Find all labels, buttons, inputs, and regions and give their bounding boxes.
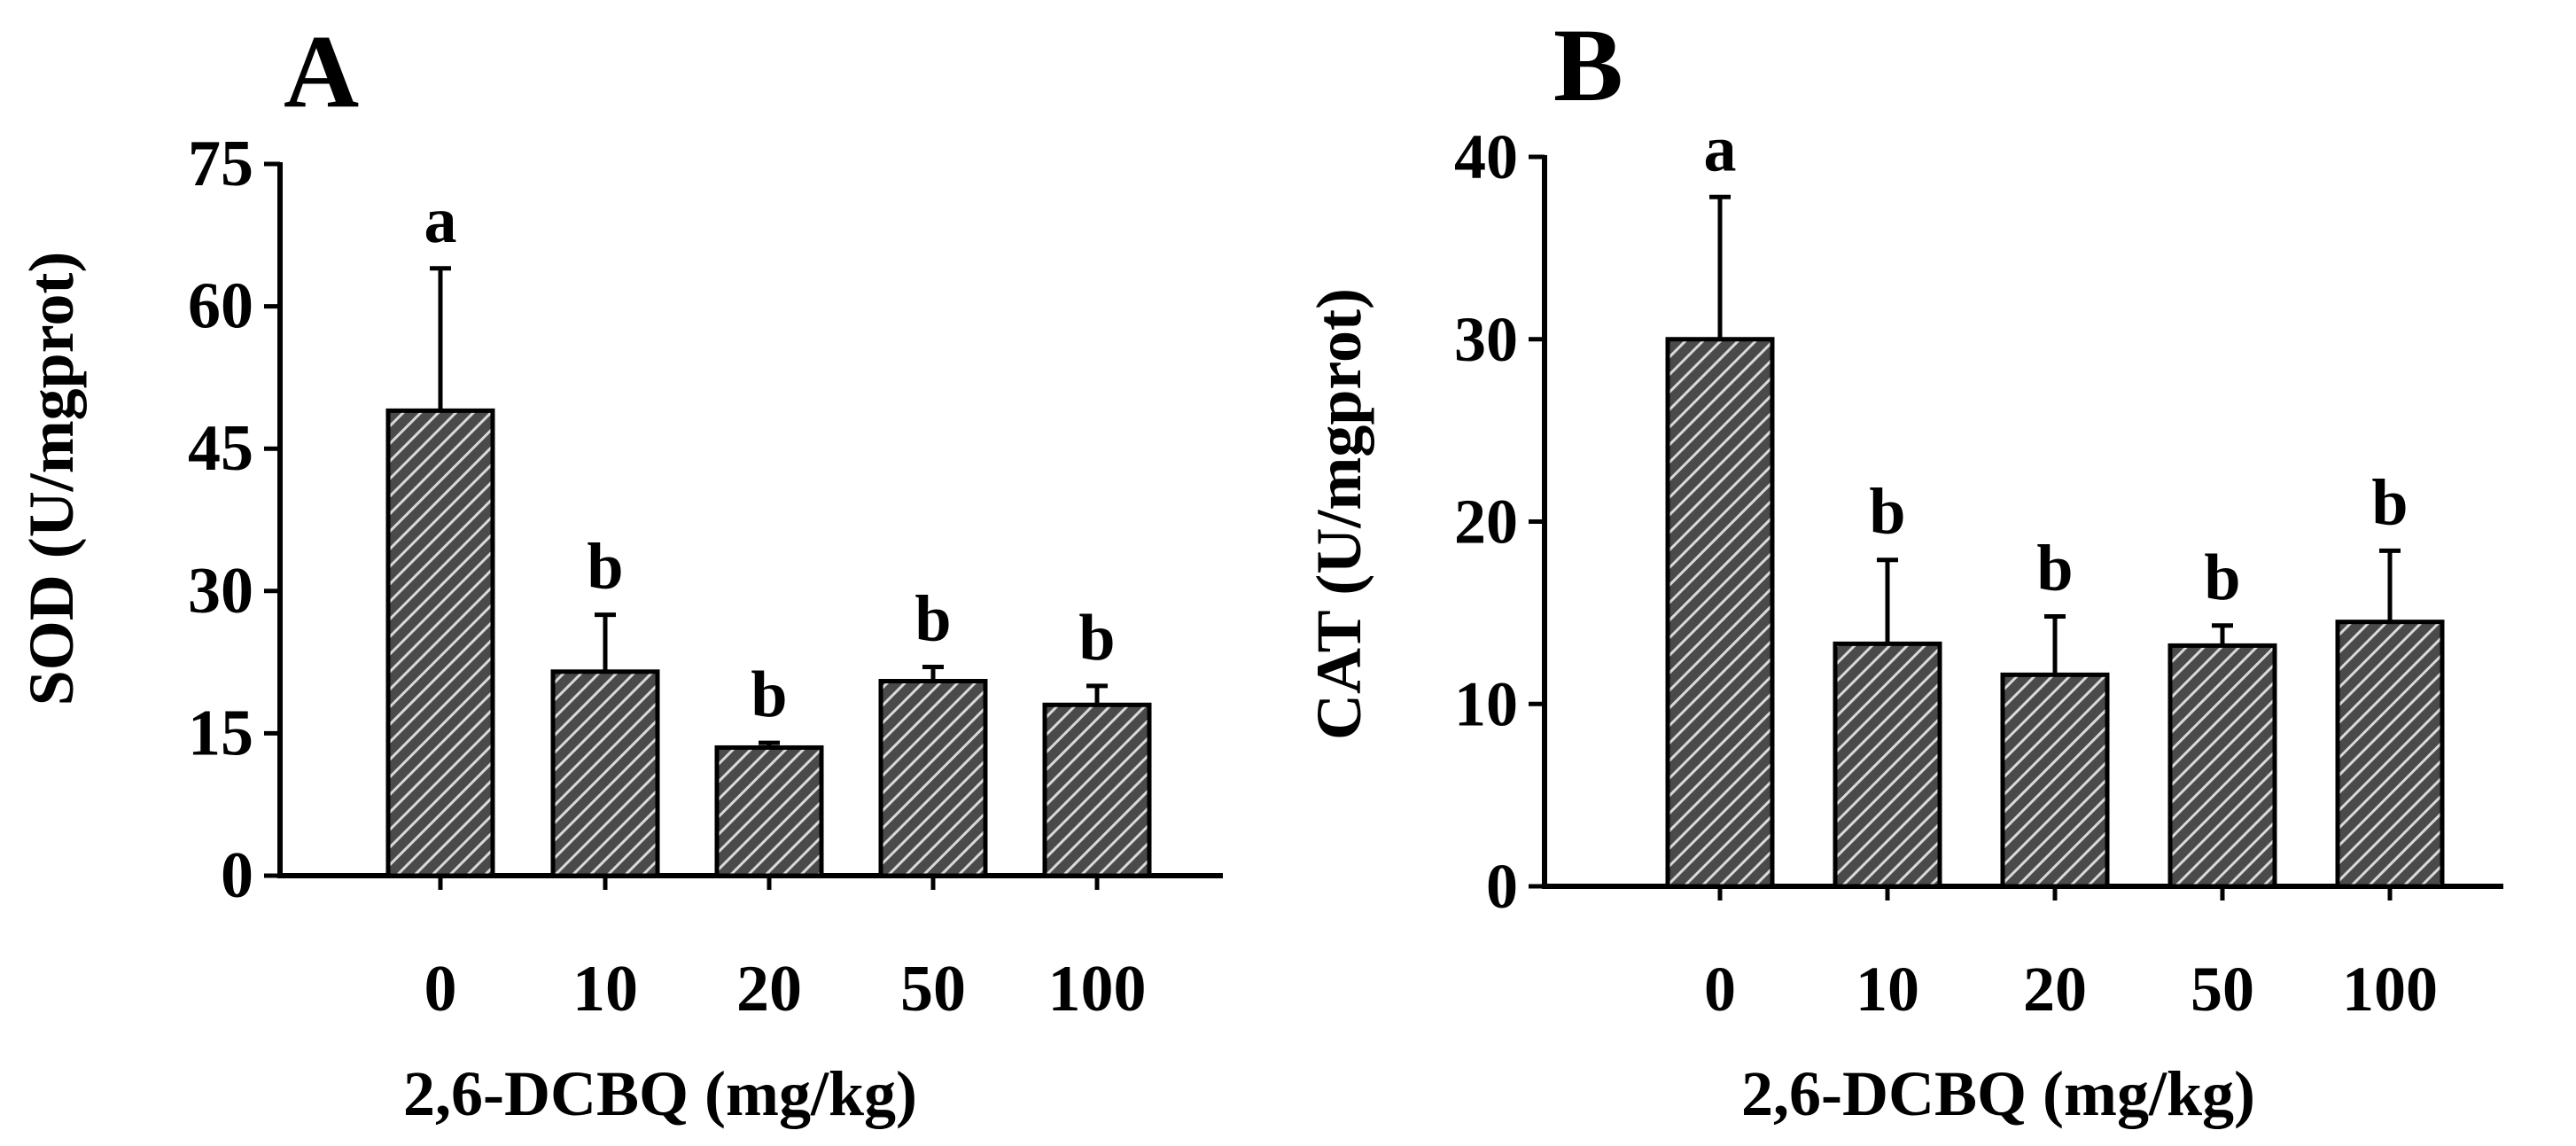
significance-letter: b	[751, 659, 787, 731]
category-label: 0	[1704, 954, 1736, 1025]
bar	[1042, 702, 1152, 878]
bar	[385, 408, 495, 878]
y-tick-label: 75	[188, 128, 253, 200]
panel-b: B CAT (U/mgprot) 2,6-DCBQ (mg/kg) 0 10 20 3…	[1304, 7, 2503, 1129]
bar	[2000, 672, 2110, 889]
bar	[714, 745, 824, 878]
significance-letter: b	[2371, 466, 2408, 539]
significance-letter: b	[2204, 542, 2240, 614]
category-label: 20	[736, 953, 802, 1025]
category-label: 100	[1048, 953, 1147, 1025]
significance-letter: b	[1869, 476, 1905, 549]
significance-letter: b	[1078, 602, 1115, 674]
y-tick-label: 0	[221, 839, 253, 912]
bar	[1833, 641, 1942, 889]
panel-label: B	[1553, 7, 1623, 123]
y-tick-label: 0	[1486, 851, 1518, 922]
y-tick-label: 45	[188, 412, 253, 485]
panel-label: A	[284, 13, 359, 129]
significance-letter: b	[914, 582, 951, 655]
bar	[878, 679, 988, 878]
bar	[1665, 337, 1775, 889]
category-label: 100	[2342, 954, 2438, 1025]
category-label: 50	[2191, 954, 2254, 1025]
category-label: 20	[2023, 954, 2087, 1025]
panel-a: A SOD (U/mgprot) 2,6-DCBQ (mg/kg) 0 15 30 4…	[16, 13, 1223, 1129]
y-tick-label: 20	[1454, 487, 1518, 557]
y-tick-label: 40	[1454, 121, 1518, 192]
significance-letter: b	[2036, 532, 2073, 604]
significance-letter: a	[424, 184, 457, 257]
y-tick-label: 15	[188, 697, 253, 769]
category-label: 10	[1856, 954, 1919, 1025]
significance-letter: b	[587, 531, 623, 604]
y-tick-label: 10	[1454, 668, 1518, 739]
category-label: 10	[572, 953, 638, 1025]
significance-letter: a	[1704, 113, 1737, 185]
y-tick-label: 30	[1454, 304, 1518, 375]
category-label: 50	[900, 953, 966, 1025]
x-axis-label: 2,6-DCBQ (mg/kg)	[1741, 1058, 2255, 1129]
y-axis-label: CAT (U/mgprot)	[1304, 288, 1374, 740]
bar	[2167, 643, 2277, 889]
bar	[2335, 620, 2445, 889]
bar	[550, 669, 660, 878]
category-label: 0	[424, 953, 457, 1025]
y-tick-label: 60	[188, 270, 253, 343]
y-axis-label: SOD (U/mgprot)	[16, 252, 87, 706]
y-tick-label: 30	[188, 555, 253, 628]
x-axis-label: 2,6-DCBQ (mg/kg)	[403, 1058, 917, 1129]
